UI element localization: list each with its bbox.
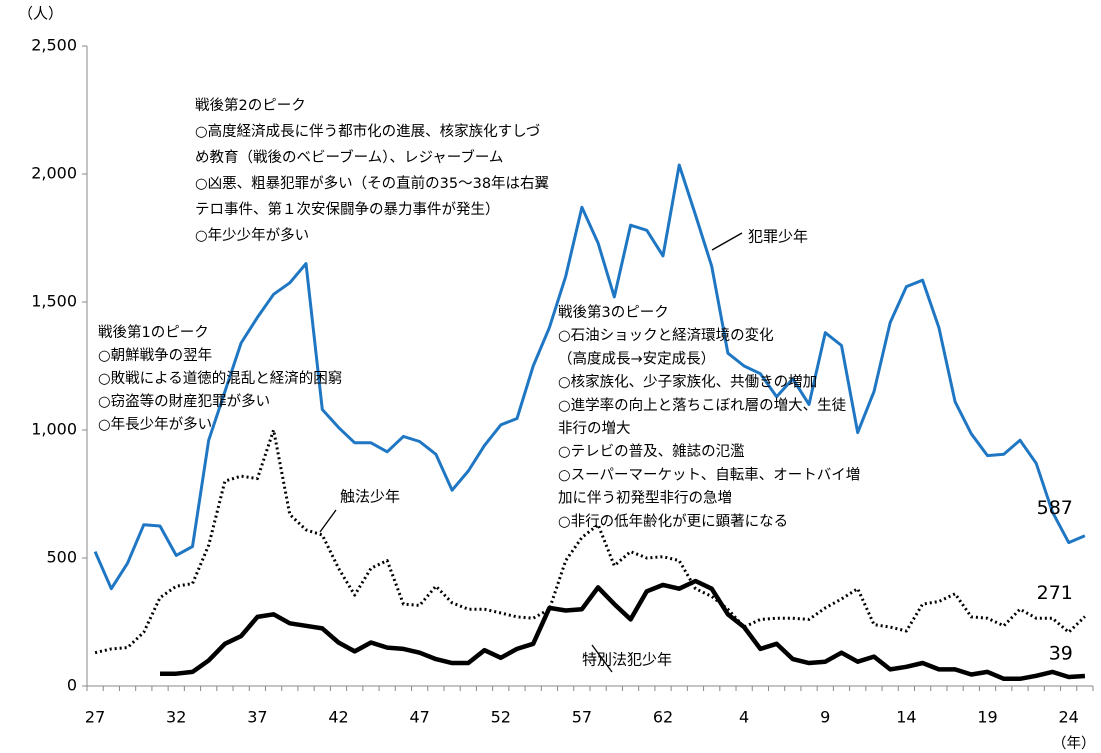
end-value-label: 39 (1049, 643, 1073, 665)
annotation: 戦後第3のピーク (558, 303, 669, 321)
annotation: ○高度経済成長に伴う都市化の進展、核家族化すしづ (195, 123, 540, 140)
leader-line (319, 509, 337, 533)
x-tick-label: 57 (572, 708, 592, 727)
end-value-label: 587 (1037, 497, 1073, 519)
annotation: ○テレビの普及、雑誌の氾濫 (558, 443, 745, 460)
annotation: ○凶悪、粗暴犯罪が多い（その直前の35～38年は右翼 (195, 175, 549, 192)
annotation: め教育（戦後のベビーブーム）、レジャーブーム (195, 148, 503, 166)
series-line (160, 578, 1086, 682)
series-label: 触法少年 (340, 488, 400, 506)
x-tick-label: 19 (977, 708, 997, 727)
x-unit: （年） (1052, 735, 1096, 752)
annotation: ○非行の低年齢化が更に顕著になる (558, 513, 788, 530)
x-tick-label: 14 (896, 708, 916, 727)
y-tick-label: 500 (46, 548, 77, 567)
annotation: ○敗戦による道徳的混乱と経済的困窮 (98, 370, 342, 387)
series-label: 犯罪少年 (748, 228, 808, 246)
y-tick-label: 1,000 (31, 420, 77, 439)
annotation: （高度成長→安定成長） (558, 350, 715, 367)
annotation: ○年少少年が多い (195, 227, 309, 244)
end-value-label: 271 (1037, 582, 1073, 604)
annotation: ○核家族化、少子家族化、共働きの増加 (558, 374, 817, 391)
x-tick-label: 52 (491, 708, 511, 727)
x-tick-label: 4 (739, 708, 749, 727)
annotation: ○石油ショックと経済環境の変化 (558, 326, 774, 344)
series-line (94, 428, 1086, 655)
x-tick-label: 27 (85, 708, 105, 727)
x-tick-label: 62 (653, 708, 673, 727)
annotation: 加に伴う初発型非行の急増 (558, 490, 732, 507)
y-tick-label: 2,000 (31, 164, 77, 183)
annotation: 戦後第1のピーク (98, 323, 209, 341)
x-tick-label: 9 (820, 708, 830, 727)
x-tick-label: 47 (409, 708, 429, 727)
series-label: 特別法犯少年 (582, 651, 672, 669)
x-tick-label: 37 (247, 708, 267, 727)
y-tick-label: 2,500 (31, 36, 77, 55)
annotation: ○進学率の向上と落ちこぼれ層の増大、生徒 (558, 397, 847, 414)
series-line (93, 163, 1086, 591)
leader-line (711, 232, 743, 251)
annotation: 戦後第2のピーク (195, 96, 306, 114)
leader-line (591, 644, 613, 673)
y-tick-label: 0 (67, 676, 77, 695)
annotation: テロ事件、第１次安保闘争の暴力事件が発生） (195, 200, 500, 218)
annotation: ○スーパーマーケット、自転車、オートバイ増 (558, 466, 860, 483)
y-tick-label: 1,500 (31, 292, 77, 311)
y-unit: （人） (18, 5, 63, 23)
x-tick-label: 32 (166, 708, 186, 727)
x-tick-label: 24 (1058, 708, 1078, 727)
annotation: ○朝鮮戦争の翌年 (98, 346, 212, 364)
annotation: ○年長少年が多い (98, 416, 212, 433)
x-tick-label: 42 (328, 708, 348, 727)
annotation: ○窃盗等の財産犯罪が多い (98, 392, 270, 410)
annotation: 非行の増大 (558, 420, 631, 437)
